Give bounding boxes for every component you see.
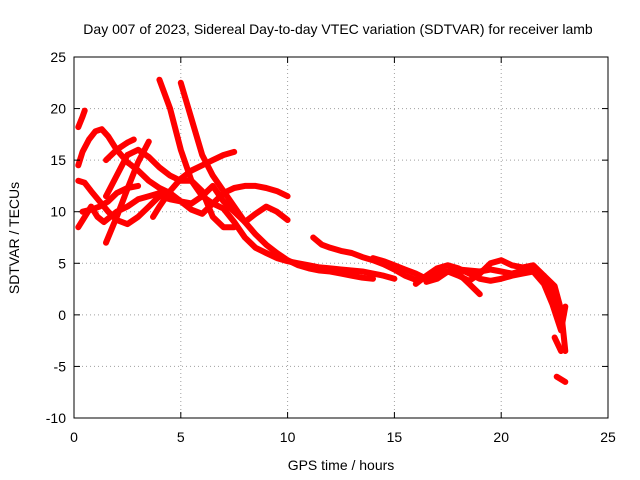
grid-layer [74,57,608,418]
series-arc-8 [103,136,137,164]
series-arc-14 [412,262,569,334]
x-tick-labels: 0 5 10 15 20 25 [70,429,616,445]
y-axis-label: SDTVAR / TECUs [6,182,22,294]
series-arc-15 [423,268,483,298]
series-arc-12 [310,234,569,354]
series-arc-16 [551,334,564,354]
series-arc-17 [553,373,569,385]
series-arc-7 [103,146,238,231]
y-tick-label: 0 [58,307,66,323]
y-tick-labels: -10 -5 0 5 10 15 20 25 [46,49,66,426]
y-tick-label: 10 [50,204,66,220]
series-layer [75,76,569,385]
plot-frame [73,56,609,419]
tick-layer [73,56,609,419]
x-tick-label: 20 [493,429,509,445]
chart-title: Day 007 of 2023, Sidereal Day-to-day VTE… [83,21,593,37]
x-tick-label: 0 [70,429,78,445]
series-arc-9 [150,148,238,220]
series-arc-10 [156,76,398,282]
y-tick-label: 15 [50,152,66,168]
series-arc-2 [75,107,88,131]
x-tick-label: 25 [600,429,616,445]
series-arc-4 [75,177,184,228]
x-tick-label: 15 [387,429,403,445]
y-tick-label: 5 [58,255,66,271]
series-arc-11 [177,79,376,282]
x-axis-label: GPS time / hours [288,457,395,473]
y-tick-label: 20 [50,101,66,117]
y-tick-label: -5 [54,358,67,374]
y-tick-label: 25 [50,49,66,65]
y-tick-label: -10 [46,410,66,426]
x-tick-label: 10 [280,429,296,445]
x-tick-label: 5 [177,429,185,445]
